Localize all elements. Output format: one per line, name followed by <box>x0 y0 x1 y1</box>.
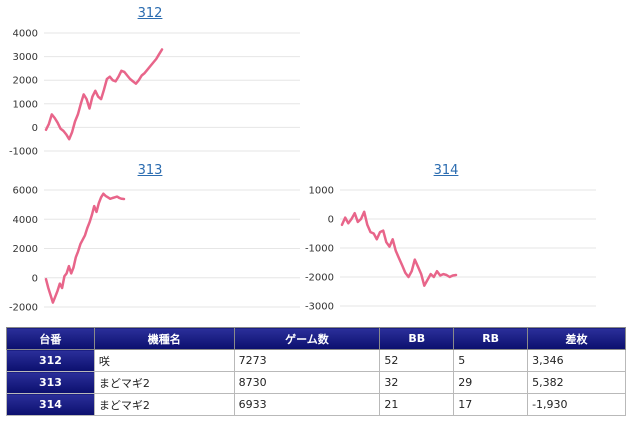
chart-panel-313: 313 6000 4000 2000 0 -2000 <box>0 163 300 314</box>
game-count-cell: 6933 <box>233 393 381 416</box>
chart-title-link[interactable]: 314 <box>433 163 459 178</box>
series-line <box>340 210 458 287</box>
table-row: 312 咲 7273 52 5 3,346 <box>6 349 626 372</box>
chart-title-link[interactable]: 312 <box>137 6 163 21</box>
y-tick-label: 0 <box>32 123 38 134</box>
chart-title-link[interactable]: 313 <box>137 163 163 178</box>
machine-number-cell: 313 <box>6 371 95 394</box>
series-line <box>44 48 164 141</box>
y-tick-label: -2000 <box>305 273 334 284</box>
bb-cell: 52 <box>379 349 455 372</box>
diff-cell: -1,930 <box>527 393 626 416</box>
model-name-cell: 咲 <box>93 349 235 372</box>
machine-number-cell: 314 <box>6 393 95 416</box>
rb-cell: 29 <box>453 371 529 394</box>
y-tick-label: -1000 <box>9 147 38 158</box>
header-bb: BB <box>379 327 455 350</box>
y-tick-label: 1000 <box>309 186 334 197</box>
y-tick-label: 3000 <box>13 52 38 63</box>
chart-312-svg: 4000 3000 2000 1000 0 -1000 <box>9 29 300 158</box>
y-tick-label: 1000 <box>13 99 38 110</box>
series-line <box>44 192 126 304</box>
y-tick-label: 0 <box>32 273 38 284</box>
header-model-name: 機種名 <box>93 327 235 350</box>
game-count-cell: 8730 <box>233 371 381 394</box>
model-name-cell: まどマギ2 <box>93 393 235 416</box>
chart-panel-312: 312 4000 3000 2000 1000 0 -1000 <box>0 6 300 158</box>
machine-results-table: 台番 機種名 ゲーム数 BB RB 差枚 312 咲 7273 52 5 3,3… <box>6 327 626 416</box>
chart-panel-314: 314 1000 0 -1000 -2000 -3000 <box>296 163 596 313</box>
y-tick-label: 4000 <box>13 215 38 226</box>
chart-313-svg: 6000 4000 2000 0 -2000 <box>9 186 300 314</box>
bb-cell: 32 <box>379 371 455 394</box>
header-game-count: ゲーム数 <box>233 327 381 350</box>
machine-number-cell: 312 <box>6 349 95 372</box>
table-row: 314 まどマギ2 6933 21 17 -1,930 <box>6 393 626 416</box>
chart-314-svg: 1000 0 -1000 -2000 -3000 <box>305 186 596 313</box>
diff-cell: 3,346 <box>527 349 626 372</box>
model-name-cell: まどマギ2 <box>93 371 235 394</box>
diff-cell: 5,382 <box>527 371 626 394</box>
y-tick-label: 2000 <box>13 244 38 255</box>
header-diff: 差枚 <box>527 327 626 350</box>
y-tick-label: 6000 <box>13 186 38 197</box>
game-count-cell: 7273 <box>233 349 381 372</box>
y-tick-label: -2000 <box>9 303 38 314</box>
header-machine-number: 台番 <box>6 327 95 350</box>
table-row: 313 まどマギ2 8730 32 29 5,382 <box>6 371 626 394</box>
y-tick-label: -3000 <box>305 302 334 313</box>
y-tick-label: 4000 <box>13 29 38 40</box>
header-rb: RB <box>453 327 529 350</box>
rb-cell: 17 <box>453 393 529 416</box>
bb-cell: 21 <box>379 393 455 416</box>
rb-cell: 5 <box>453 349 529 372</box>
table-header-row: 台番 機種名 ゲーム数 BB RB 差枚 <box>6 327 626 350</box>
y-tick-label: 2000 <box>13 76 38 87</box>
y-tick-label: -1000 <box>305 244 334 255</box>
y-tick-label: 0 <box>328 215 334 226</box>
